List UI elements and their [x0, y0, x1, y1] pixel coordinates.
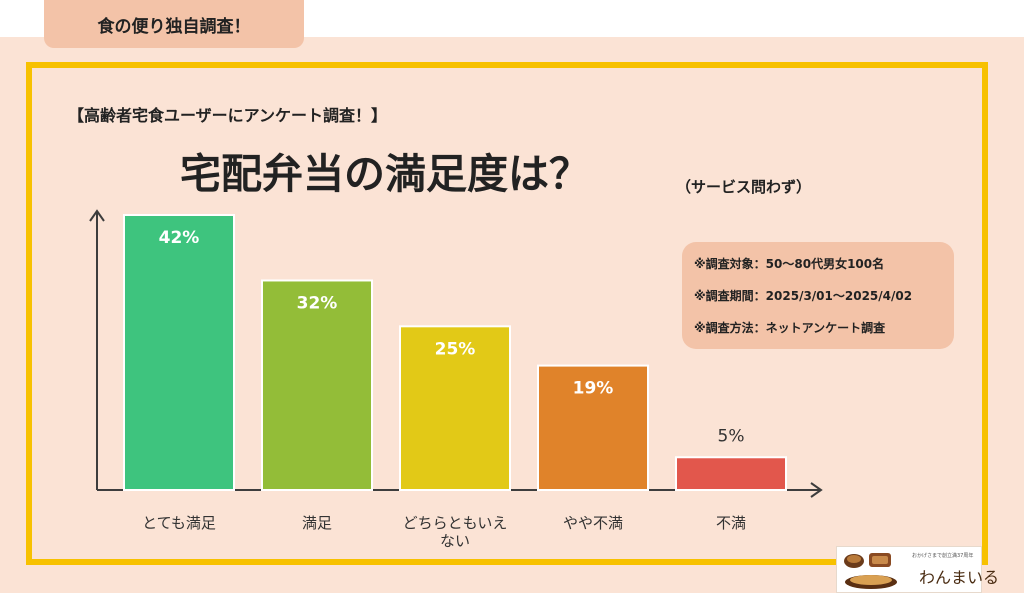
brand-logo: おかげさまで創立満37周年 わんまいる — [836, 546, 999, 593]
bar-2 — [261, 279, 373, 491]
data-label-1: 42% — [159, 228, 200, 248]
survey-method: ※調査方法：ネットアンケート調査 — [694, 321, 886, 335]
bar-1 — [123, 214, 235, 491]
survey-info-box: ※調査対象：50〜80代男女100名 ※調査期間：2025/3/01〜2025/… — [682, 242, 954, 349]
chart-title: 宅配弁当の満足度は？ — [180, 150, 590, 198]
bar-5 — [675, 456, 787, 491]
chart-frame — [26, 62, 988, 565]
survey-target: ※調査対象：50〜80代男女100名 — [694, 257, 885, 271]
category-label-5: 不満 — [716, 514, 746, 532]
category-label-1: とても満足 — [142, 514, 216, 532]
category-label-3-line-2: ない — [440, 532, 470, 550]
data-label-3: 25% — [435, 339, 476, 359]
x-axis-arrow — [810, 482, 823, 498]
bar-3 — [399, 325, 511, 491]
logo-brand: わんまいる — [919, 568, 1000, 587]
survey-period: ※調査期間：2025/3/01〜2025/4/02 — [694, 289, 913, 303]
bar-4 — [537, 364, 649, 492]
logo-tagline: おかげさまで創立満37周年 — [912, 553, 974, 559]
category-label-2: 満足 — [302, 514, 332, 532]
data-label-4: 19% — [573, 379, 614, 399]
category-label-3-line-1: どちらともいえ — [403, 514, 508, 532]
category-label-4: やや不満 — [563, 514, 623, 532]
y-axis-arrow — [89, 209, 105, 222]
data-label-5: 5% — [718, 426, 745, 446]
survey-heading: 【高齢者宅食ユーザーにアンケート調査！】 — [68, 106, 388, 125]
bento-food-icon — [844, 553, 897, 589]
data-label-2: 32% — [297, 293, 338, 313]
header-tag: 食の便り独自調査！ — [44, 0, 304, 48]
title-note: （サービス問わず） — [676, 178, 812, 196]
